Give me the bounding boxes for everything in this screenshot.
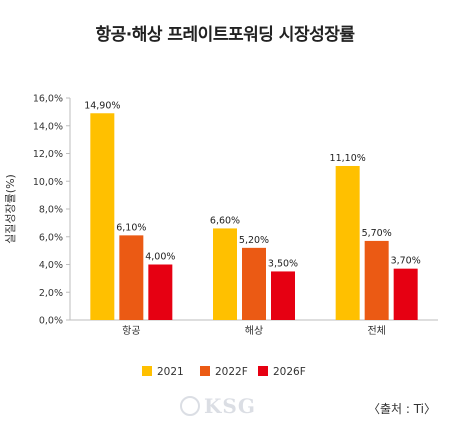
x-tick-label: 해상 <box>245 324 263 337</box>
bar-2026F-전체 <box>393 268 418 320</box>
seal-icon <box>180 396 200 416</box>
bar-2021-전체 <box>335 165 360 320</box>
y-tick-label: 14,0% <box>33 121 63 132</box>
bar-2022F-전체 <box>364 240 389 320</box>
y-axis-title: 실질성장률(%) <box>4 174 17 244</box>
chart-title: 항공·해상 프레이트포워딩 시장성장률 <box>95 25 355 45</box>
data-label: 4,00% <box>145 252 175 263</box>
y-tick-label: 8,0% <box>39 205 63 216</box>
watermark-logo: KSG <box>180 393 270 419</box>
data-label: 5,20% <box>239 235 269 246</box>
y-tick-label: 12,0% <box>33 149 63 160</box>
bar-2022F-해상 <box>242 247 266 320</box>
bar-2026F-해상 <box>271 271 295 320</box>
legend-label: 2022F <box>215 366 248 378</box>
bar-2021-항공 <box>90 113 115 320</box>
y-tick-label: 16,0% <box>33 94 63 105</box>
bar-2022F-항공 <box>119 235 144 320</box>
bar-2026F-항공 <box>148 264 173 320</box>
x-tick-label: 항공 <box>122 325 140 337</box>
data-label: 6,10% <box>116 222 146 233</box>
data-label: 14,90% <box>84 100 120 111</box>
x-tick-label: 전체 <box>367 325 385 337</box>
legend-swatch-2026F <box>258 366 268 376</box>
legend-swatch-2022F <box>200 366 210 376</box>
watermark-text: KSG <box>204 394 256 418</box>
data-label: 3,70% <box>391 256 421 267</box>
y-tick-label: 10,0% <box>33 177 63 188</box>
legend-swatch-2021 <box>142 366 152 376</box>
y-tick-label: 4,0% <box>39 260 63 271</box>
legend-label: 2026F <box>273 366 306 378</box>
y-tick-label: 6,0% <box>39 232 63 243</box>
data-label: 5,70% <box>362 228 392 239</box>
data-label: 3,50% <box>268 258 298 269</box>
y-tick-label: 2,0% <box>39 288 63 299</box>
bar-2021-해상 <box>213 228 237 320</box>
data-label: 11,10% <box>330 153 366 164</box>
legend-label: 2021 <box>157 366 184 378</box>
data-label: 6,60% <box>210 215 240 226</box>
y-tick-label: 0,0% <box>39 316 63 327</box>
source-note: 〈출처 : Ti〉 <box>367 402 436 416</box>
